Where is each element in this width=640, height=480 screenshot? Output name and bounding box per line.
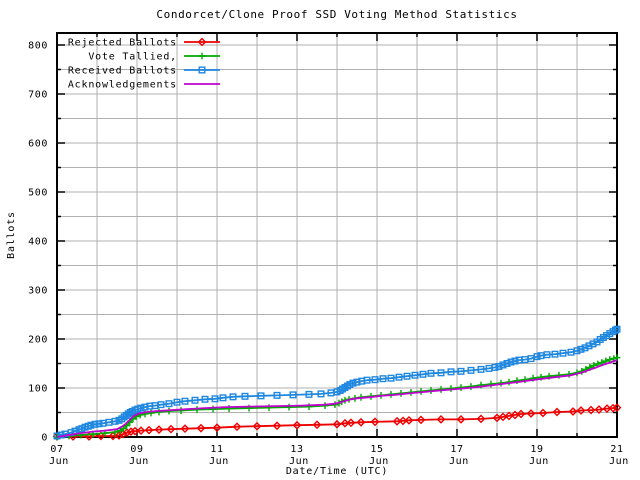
legend-item-rejected-ballots: Rejected Ballots [68, 38, 220, 49]
y-axis-title: Ballots [6, 211, 17, 259]
y-tick-label-800: 800 [28, 41, 48, 52]
x-tick-sublabel-11: Jun [209, 456, 229, 467]
legend-label-received-ballots: Received Ballots [68, 66, 177, 77]
legend-label-rejected-ballots: Rejected Ballots [68, 38, 177, 49]
y-tick-label-600: 600 [28, 139, 48, 150]
y-tick-label-400: 400 [28, 237, 48, 248]
y-tick-label-0: 0 [41, 433, 48, 444]
series-rejected-ballots [52, 403, 622, 441]
x-tick-label-21-Jun: 21 [610, 444, 623, 455]
y-tick-label-700: 700 [28, 90, 48, 101]
x-tick-label-19-Jun: 19 [530, 444, 543, 455]
series-line-rejected-ballots [57, 406, 618, 438]
legend-item-acknowledgements: Acknowledgements [68, 80, 220, 91]
x-tick-sublabel-09: Jun [129, 456, 149, 467]
legend-item-vote-tallied: Vote Tallied, [88, 52, 220, 63]
x-tick-label-17-Jun: 17 [450, 444, 463, 455]
x-tick-sublabel-19: Jun [529, 456, 549, 467]
x-tick-sublabel-21: Jun [609, 456, 629, 467]
x-axis-title: Date/Time (UTC) [286, 466, 388, 477]
x-tick-label-07-Jun: 07 [50, 444, 63, 455]
legend-label-vote-tallied: Vote Tallied, [88, 52, 177, 63]
x-tick-label-15-Jun: 15 [370, 444, 383, 455]
y-tick-label-100: 100 [28, 384, 48, 395]
x-tick-sublabel-15: Jun [369, 456, 389, 467]
chart-title: Condorcet/Clone Proof SSD Voting Method … [156, 8, 517, 21]
series-received-ballots [53, 325, 621, 440]
x-tick-sublabel-13: Jun [289, 456, 309, 467]
x-tick-sublabel-17: Jun [449, 456, 469, 467]
data-series [52, 325, 622, 441]
y-tick-label-300: 300 [28, 286, 48, 297]
axis-tick-labels: 010020030040050060070080007Jun09Jun11Jun… [28, 41, 629, 468]
legend-item-received-ballots: Received Ballots [68, 66, 220, 77]
legend: Rejected Ballots Vote Tallied, Received Ba… [68, 38, 220, 91]
series-acknowledgements [56, 359, 618, 438]
plot-area-border [56, 32, 618, 438]
x-tick-sublabel-07: Jun [49, 456, 69, 467]
x-tick-label-09-Jun: 09 [130, 444, 143, 455]
y-tick-label-500: 500 [28, 188, 48, 199]
x-tick-label-11-Jun: 11 [210, 444, 223, 455]
y-tick-label-200: 200 [28, 335, 48, 346]
legend-label-acknowledgements: Acknowledgements [68, 80, 177, 91]
x-tick-label-13-Jun: 13 [290, 444, 303, 455]
series-line-acknowledgements [56, 359, 618, 438]
